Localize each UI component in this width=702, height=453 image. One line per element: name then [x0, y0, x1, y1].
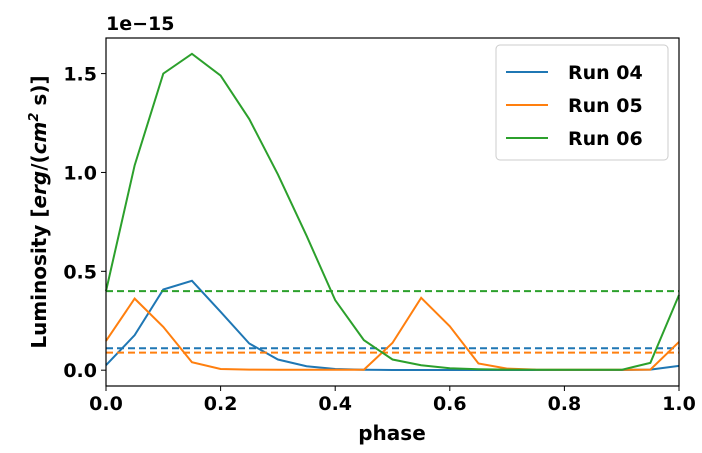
- ylabel-part: /(: [27, 154, 51, 170]
- legend-label-2: Run 05: [568, 95, 643, 117]
- series-layer: [105, 52, 680, 371]
- x-tick-label: 0.8: [548, 393, 582, 415]
- y-tick-label: 1.0: [63, 162, 97, 184]
- x-tick-label: 0.6: [433, 393, 467, 415]
- y-tick-label: 0.5: [63, 261, 97, 283]
- y-axis-label: Luminosity [erg/(cm2 s)]: [27, 75, 51, 348]
- x-tick-label: 1.0: [662, 393, 696, 415]
- x-tick-label: 0.4: [318, 393, 352, 415]
- y-tick-label: 1.5: [63, 64, 97, 86]
- ylabel-cm: cm: [27, 122, 51, 155]
- tick-layer: 0.0 0.2 0.4 0.6 0.8 1.0 0.0 0.5 1.0 1.5: [63, 64, 696, 415]
- series-line-1: [105, 279, 680, 371]
- legend-label-3: Run 06: [568, 128, 643, 150]
- x-tick-label: 0.2: [204, 393, 238, 415]
- series-line-3: [105, 52, 680, 371]
- y-tick-label: 0.0: [63, 360, 97, 382]
- x-axis-label: phase: [358, 421, 426, 445]
- legend-label-1: Run 04: [568, 62, 643, 84]
- ylabel-erg: erg: [27, 171, 51, 209]
- plot-frame: [105, 37, 680, 387]
- x-tick-label: 0.0: [89, 393, 123, 415]
- legend-box: [495, 44, 669, 161]
- ylabel-exp: 2: [27, 113, 42, 122]
- ylabel-part: Luminosity [: [27, 208, 51, 348]
- legend: Run 04 Run 05 Run 06: [495, 44, 669, 161]
- offset-text: 1e−15: [106, 13, 174, 35]
- ylabel-part: s)]: [27, 75, 51, 112]
